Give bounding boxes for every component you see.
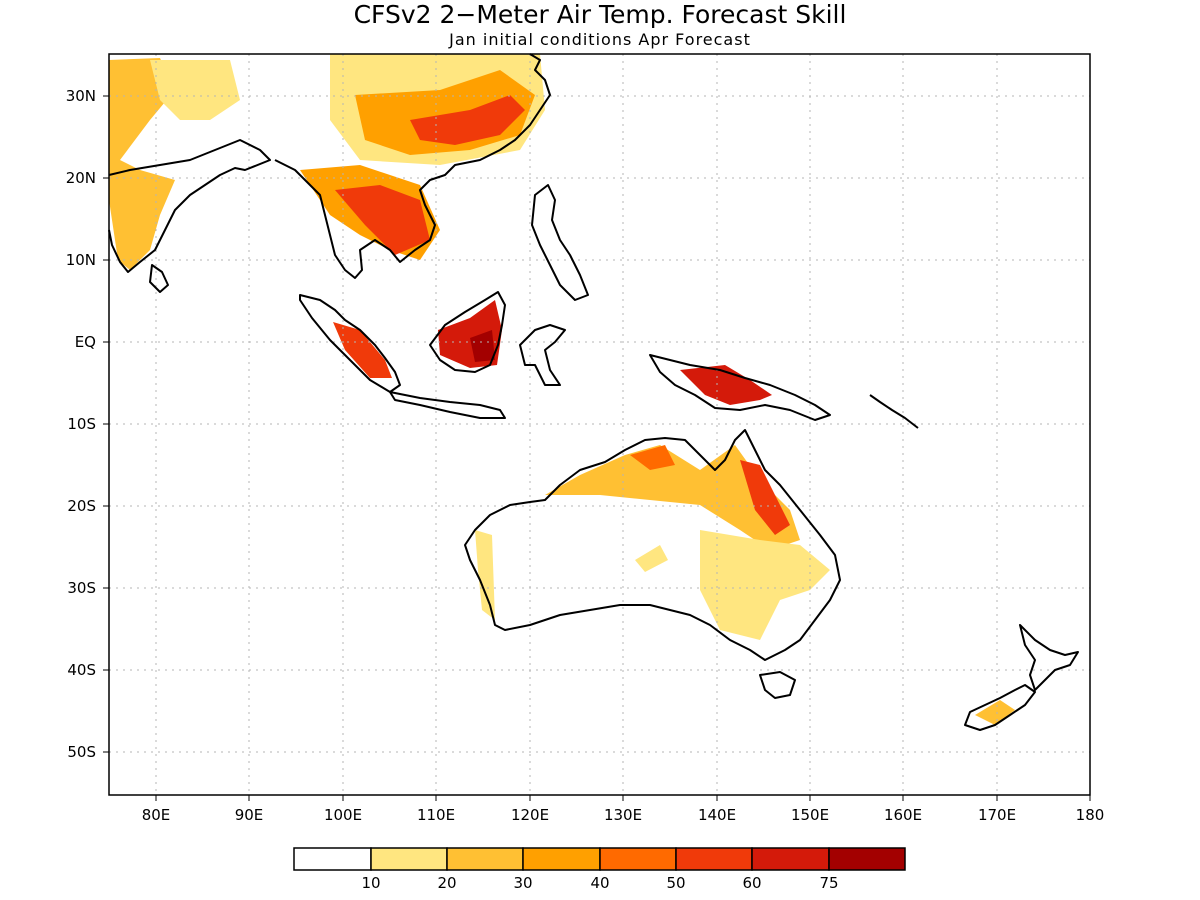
y-tick-label: 30N <box>66 87 96 105</box>
skill-region-australia-center <box>635 545 668 572</box>
y-tick-label: 50S <box>67 743 96 761</box>
colorbar-label: 60 <box>742 874 761 892</box>
x-tick-label: 140E <box>698 806 736 824</box>
x-tick-label: 130E <box>604 806 642 824</box>
y-tick-label: 30S <box>67 579 96 597</box>
map-subtitle: Jan initial conditions Apr Forecast <box>448 30 751 49</box>
skill-region-indochina-high <box>335 185 430 255</box>
coast-malay-sumatra <box>299 294 401 393</box>
skill-region-newguinea <box>680 365 772 405</box>
x-tick-label: 80E <box>142 806 171 824</box>
y-tick-label: 40S <box>67 661 96 679</box>
colorbar-label: 10 <box>361 874 380 892</box>
skill-region-india-light <box>150 60 240 120</box>
coast-java <box>389 391 506 419</box>
skill-region-newzealand <box>975 700 1015 725</box>
skill-shading <box>109 54 1015 725</box>
y-tick-label: EQ <box>75 333 96 351</box>
x-tick-label: 90E <box>235 806 264 824</box>
skill-region-australia-light <box>700 530 830 640</box>
skill-region-west-australia <box>475 530 495 620</box>
x-tick-label: 100E <box>324 806 362 824</box>
y-tick-label: 20N <box>66 169 96 187</box>
coast-pacific-islands <box>869 394 919 429</box>
y-tick-label: 20S <box>67 497 96 515</box>
x-tick-label: 180 <box>1076 806 1105 824</box>
skill-region-india <box>109 58 175 270</box>
colorbar-swatch <box>828 847 906 871</box>
colorbar-swatch <box>675 847 753 871</box>
x-tick-labels: 80E 90E 100E 110E 120E 130E 140E 150E 16… <box>142 806 1105 824</box>
colorbar-swatch <box>446 847 524 871</box>
x-tick-label: 170E <box>978 806 1016 824</box>
coast-philippines <box>531 184 589 301</box>
skill-region-borneo-core <box>470 330 495 362</box>
colorbar-swatch <box>599 847 677 871</box>
coast-borneo <box>429 291 506 373</box>
x-tick-label: 150E <box>791 806 829 824</box>
colorbar-swatch <box>293 847 372 871</box>
colorbar-label: 30 <box>513 874 532 892</box>
colorbar-swatch <box>751 847 830 871</box>
skill-region-china-high <box>410 95 525 145</box>
colorbar-label: 75 <box>819 874 838 892</box>
y-tick-labels: 30N 20N 10N EQ 10S 20S 30S 40S 50S <box>66 87 96 761</box>
map-panel <box>108 53 1091 796</box>
coast-new-zealand-south <box>964 684 1036 731</box>
skill-region-sumatra <box>333 322 392 378</box>
coast-tasmania <box>759 671 796 699</box>
y-tick-label: 10N <box>66 251 96 269</box>
coast-sri-lanka <box>149 264 169 293</box>
coast-new-zealand-north <box>1019 624 1079 691</box>
coast-australia <box>464 429 841 661</box>
skill-region-north-australia <box>545 445 800 550</box>
coast-south-asia <box>108 139 271 273</box>
skill-region-north-australia-high <box>630 445 675 470</box>
colorbar-label: 20 <box>437 874 456 892</box>
skill-region-queensland-high <box>740 460 790 535</box>
x-tick-label: 160E <box>884 806 922 824</box>
map-gridlines <box>109 54 1090 795</box>
colorbar-label: 50 <box>666 874 685 892</box>
coastlines <box>108 53 1079 731</box>
x-tick-label: 110E <box>417 806 455 824</box>
colorbar: 10 20 30 40 50 60 75 <box>293 847 906 892</box>
y-tick-label: 10S <box>67 415 96 433</box>
axis-ticks <box>103 95 1091 801</box>
coast-new-guinea <box>649 354 831 421</box>
x-tick-label: 120E <box>511 806 549 824</box>
colorbar-swatch <box>370 847 448 871</box>
colorbar-label: 40 <box>590 874 609 892</box>
coast-sulawesi <box>519 324 566 386</box>
colorbar-swatch <box>522 847 601 871</box>
coast-indochina-china <box>274 53 551 279</box>
map-title: CFSv2 2−Meter Air Temp. Forecast Skill <box>354 0 847 29</box>
